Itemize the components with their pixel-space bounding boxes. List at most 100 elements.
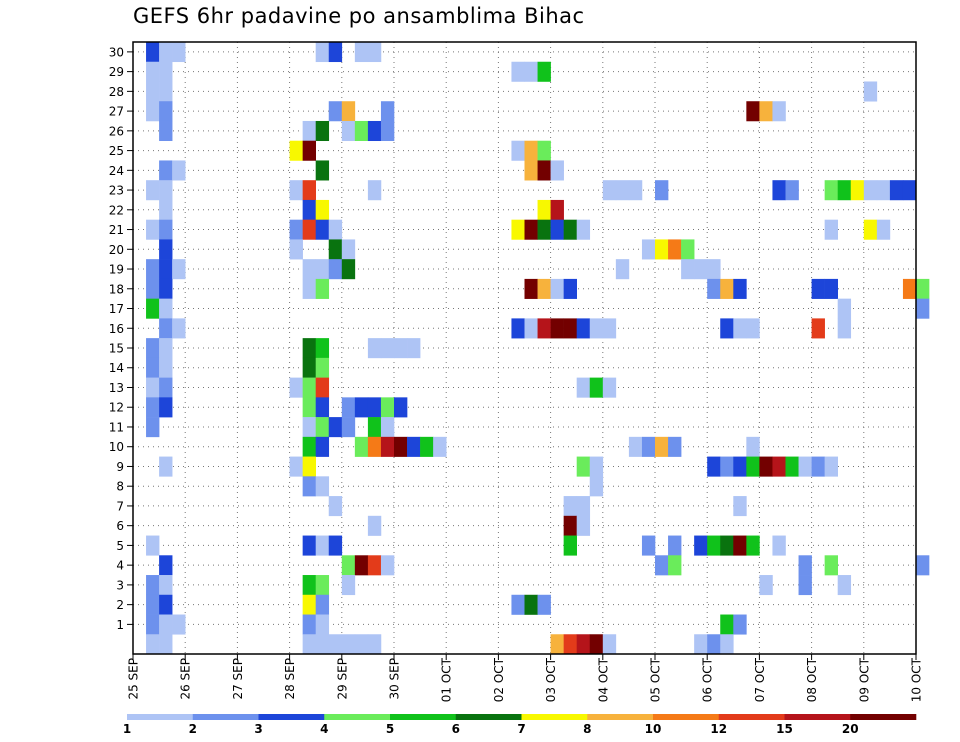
heatmap-cell <box>367 397 382 418</box>
heatmap-cell <box>159 318 173 339</box>
heatmap-cell <box>733 535 747 556</box>
heatmap-cell <box>798 555 812 576</box>
heatmap-cell <box>146 298 160 319</box>
heatmap-cell <box>916 555 930 576</box>
grid-lines <box>133 42 916 654</box>
heatmap-cell <box>172 259 186 280</box>
heatmap-cell <box>824 555 838 576</box>
heatmap-cell <box>341 417 356 438</box>
heatmap-cell <box>589 456 604 477</box>
heatmap-cell <box>876 180 891 201</box>
heatmap-cell <box>850 180 865 201</box>
legend-swatch <box>718 714 785 720</box>
heatmap-cell <box>668 535 682 556</box>
y-tick-label: 13 <box>109 381 124 395</box>
heatmap-cell <box>863 219 878 240</box>
heatmap-cell <box>159 259 173 280</box>
heatmap-cell <box>576 318 591 339</box>
heatmap-cell <box>407 338 421 359</box>
heatmap-cell <box>302 357 316 378</box>
heatmap-cell <box>733 614 747 635</box>
heatmap-cell <box>302 397 316 418</box>
heatmap-cell <box>146 42 160 63</box>
heatmap-cell <box>328 535 343 556</box>
heatmap-cell <box>902 180 917 201</box>
y-tick-label: 5 <box>116 539 124 553</box>
heatmap-cell <box>589 634 604 655</box>
y-tick-label: 28 <box>109 85 124 99</box>
heatmap-cell <box>146 219 160 240</box>
heatmap-cell <box>159 456 173 477</box>
heatmap-cell <box>602 377 617 398</box>
heatmap-cell <box>563 318 577 339</box>
heatmap-cell <box>602 180 617 201</box>
x-tick-label: 03 OCT <box>544 657 558 702</box>
heatmap-cell <box>798 575 812 596</box>
heatmap-cell <box>302 140 316 161</box>
heatmap-cell <box>302 614 316 635</box>
legend-label: 15 <box>776 722 793 736</box>
heatmap-cell <box>159 239 173 260</box>
y-tick-label: 26 <box>109 124 124 138</box>
heatmap-cell <box>302 417 316 438</box>
y-tick-label: 14 <box>109 361 124 375</box>
heatmap-cell <box>289 180 303 201</box>
y-tick-label: 1 <box>116 618 124 632</box>
heatmap-cell <box>537 318 551 339</box>
legend-label: 5 <box>386 722 394 736</box>
heatmap-cell <box>563 496 577 517</box>
heatmap-cell <box>302 456 316 477</box>
heatmap-cell <box>328 259 343 280</box>
heatmap-cell <box>146 634 160 655</box>
heatmap-cell <box>302 476 316 497</box>
heatmap-cell <box>367 634 382 655</box>
heatmap-cell <box>837 180 852 201</box>
y-tick-label: 10 <box>109 440 124 454</box>
heatmap-cell <box>655 239 669 260</box>
heatmap-cell <box>916 278 930 299</box>
heatmap-cell <box>380 555 395 576</box>
heatmap-cell <box>511 219 525 240</box>
heatmap-cell <box>602 634 617 655</box>
y-tick-label: 7 <box>116 499 124 513</box>
heatmap-cell <box>707 535 721 556</box>
heatmap-cell <box>746 436 760 457</box>
heatmap-cell <box>681 259 695 280</box>
heatmap-cell <box>394 436 408 457</box>
heatmap-cell <box>315 417 330 438</box>
heatmap-cell <box>655 436 669 457</box>
heatmap-cell <box>341 259 356 280</box>
heatmap-cell <box>354 436 369 457</box>
heatmap-cell <box>550 199 564 220</box>
heatmap-cell <box>354 42 369 63</box>
heatmap-cell <box>524 140 538 161</box>
legend-label: 10 <box>645 722 662 736</box>
heatmap-cell <box>524 160 538 181</box>
heatmap-cell <box>328 42 343 63</box>
y-tick-label: 19 <box>109 263 124 277</box>
heatmap-cell <box>146 278 160 299</box>
y-tick-label: 21 <box>109 223 124 237</box>
heatmap-cell <box>641 436 656 457</box>
heatmap-cell <box>302 634 316 655</box>
heatmap-cell <box>746 318 760 339</box>
heatmap-cell <box>328 634 343 655</box>
heatmap-cell <box>837 298 852 319</box>
heatmap-cell <box>524 594 538 615</box>
heatmap-cell <box>159 120 173 142</box>
heatmap-cell <box>159 594 173 615</box>
heatmap-cell <box>694 634 708 655</box>
heatmap-cell <box>159 555 173 576</box>
heatmap-cell <box>576 456 591 477</box>
heatmap-cell <box>537 61 551 82</box>
heatmap-cell <box>889 180 904 201</box>
heatmap-cell <box>668 555 682 576</box>
heatmap-cell <box>315 634 330 655</box>
heatmap-cell <box>302 219 316 240</box>
heatmap-cell <box>863 81 878 102</box>
legend-swatch <box>850 714 917 720</box>
heatmap-cell <box>759 456 773 477</box>
y-tick-label: 4 <box>116 559 124 573</box>
heatmap-cell <box>785 180 799 201</box>
heatmap-cell <box>367 555 382 576</box>
